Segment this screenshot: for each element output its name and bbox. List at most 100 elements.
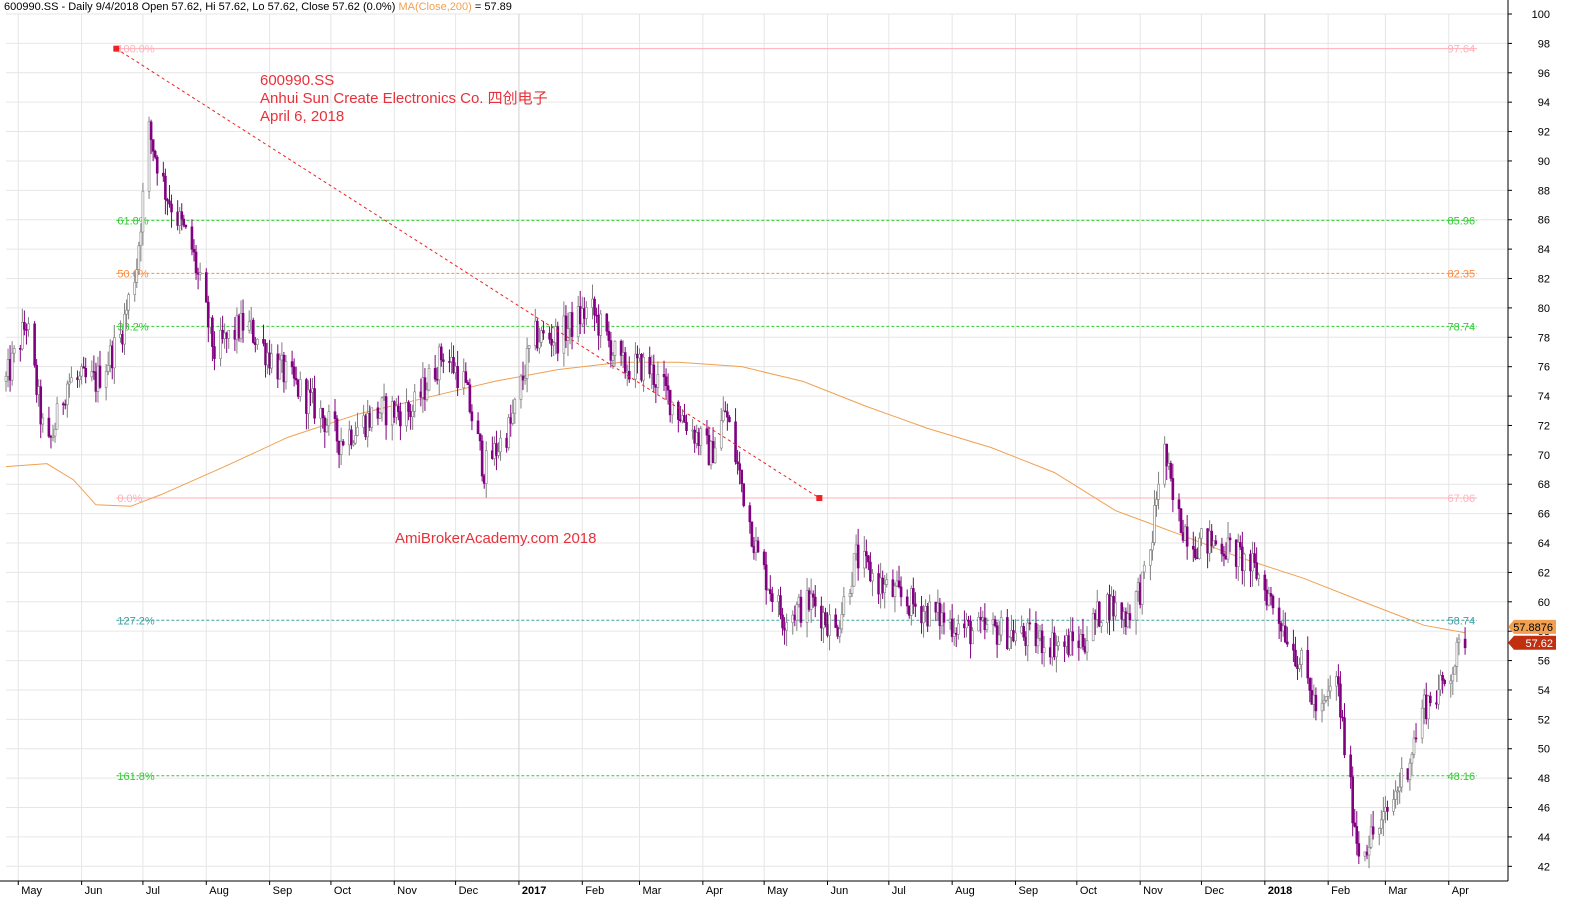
candle-body xyxy=(848,593,852,597)
candle-body xyxy=(912,588,915,605)
candle-body xyxy=(1285,641,1289,645)
candle-body xyxy=(80,366,83,377)
candle-body xyxy=(924,606,927,612)
candle-body xyxy=(19,348,22,350)
candle-body xyxy=(323,417,327,433)
candle-body xyxy=(370,407,374,428)
candle-body xyxy=(182,218,186,226)
y-tick-label: 66 xyxy=(1538,509,1550,521)
candle-body xyxy=(1243,553,1246,571)
candle-body xyxy=(1343,717,1346,756)
candle-body xyxy=(147,121,151,192)
x-tick-label: 2018 xyxy=(1268,885,1292,897)
candle-body xyxy=(1449,680,1453,684)
candle-body xyxy=(168,200,171,205)
candle-body xyxy=(779,595,782,616)
candle-body xyxy=(1400,768,1404,788)
candle-body xyxy=(470,411,474,422)
candle-body xyxy=(1134,591,1138,621)
candle-body xyxy=(1198,537,1201,559)
candle-body xyxy=(1163,443,1166,485)
candle-body xyxy=(1281,625,1285,632)
candle-body xyxy=(842,596,846,615)
candle-body xyxy=(311,388,314,393)
candle-body xyxy=(907,605,911,616)
candle-body xyxy=(407,402,410,412)
candle-body xyxy=(807,590,811,610)
candle-body xyxy=(221,329,224,339)
candle-body xyxy=(583,308,586,319)
candle-body xyxy=(681,415,684,422)
candle-body xyxy=(1238,542,1242,548)
y-tick-label: 52 xyxy=(1538,714,1550,726)
candle-body xyxy=(204,272,208,303)
candle-body xyxy=(1155,499,1158,506)
ma-value: = 57.89 xyxy=(474,1,512,13)
candle-body xyxy=(1083,646,1087,653)
x-tick-label: May xyxy=(767,885,788,897)
candle-body xyxy=(362,415,365,428)
candle-body xyxy=(734,421,737,463)
candle-body xyxy=(895,580,899,587)
fib-level-label: 161.8% xyxy=(117,771,155,783)
candle-body xyxy=(683,415,686,423)
candle-body xyxy=(413,391,417,412)
candle-body xyxy=(1050,632,1054,658)
candle-body xyxy=(685,422,688,432)
candle-body xyxy=(61,403,65,406)
candle-body xyxy=(936,602,940,613)
watermark-text: AmiBrokerAcademy.com 2018 xyxy=(395,530,597,547)
candle-body xyxy=(480,440,484,477)
candle-body xyxy=(1300,650,1303,665)
candle-body xyxy=(995,625,999,645)
candle-body xyxy=(1335,676,1338,687)
candle-body xyxy=(920,606,923,624)
candle-body xyxy=(484,450,488,484)
candle-body xyxy=(914,603,917,607)
candle-body xyxy=(795,604,799,621)
candle-body xyxy=(468,384,472,413)
candle-body xyxy=(1055,645,1058,658)
candle-body xyxy=(721,410,725,421)
candle-body xyxy=(437,346,441,380)
candle-body xyxy=(820,605,823,629)
candle-body xyxy=(1108,594,1111,621)
candle-body xyxy=(262,338,265,344)
candle-body xyxy=(867,555,870,563)
candle-body xyxy=(176,211,179,226)
candle-body xyxy=(1271,595,1275,609)
candle-body xyxy=(521,375,525,381)
candle-body xyxy=(439,346,443,361)
candle-body xyxy=(466,382,470,386)
candle-body xyxy=(1420,707,1424,739)
trendline xyxy=(113,45,823,502)
fib-level-label: 50.0% xyxy=(117,268,148,280)
candle-body xyxy=(207,301,210,328)
candle-body xyxy=(728,416,731,423)
candle-body xyxy=(691,429,694,432)
candle-body xyxy=(750,521,754,547)
candle-body xyxy=(247,321,251,331)
candle-body xyxy=(1455,641,1459,667)
candle-body xyxy=(777,595,780,603)
candle-body xyxy=(376,407,380,419)
candle-body xyxy=(435,378,439,381)
candle-body xyxy=(1212,540,1216,547)
candle-body xyxy=(527,345,531,349)
candle-body xyxy=(519,375,523,400)
candle-body xyxy=(979,616,983,621)
candle-body xyxy=(507,417,511,448)
candle-body xyxy=(942,612,946,623)
candle-body xyxy=(511,412,515,424)
candle-body xyxy=(1367,846,1371,856)
candle-body xyxy=(325,425,329,433)
candle-body xyxy=(491,450,494,459)
fib-level-value: 82.35 xyxy=(1448,268,1476,280)
candle-body xyxy=(127,294,130,311)
candle-body xyxy=(1165,443,1169,467)
y-tick-label: 72 xyxy=(1538,420,1550,432)
candle-body xyxy=(613,340,617,356)
candle-body xyxy=(321,407,325,419)
candle-body xyxy=(1010,630,1013,638)
candle-body xyxy=(1057,641,1060,647)
